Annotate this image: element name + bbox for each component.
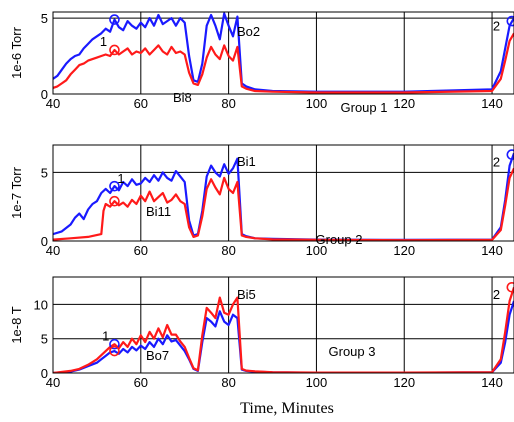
event-marker <box>109 345 120 357</box>
series-line-bi1 <box>53 152 514 241</box>
group-label: Group 1 <box>341 100 388 115</box>
event-marker <box>109 180 120 192</box>
series-label-bi8: Bi8 <box>173 90 192 105</box>
x-tick-label: 120 <box>393 96 415 111</box>
event-annotation: 2 <box>493 19 500 34</box>
x-tick-label: 40 <box>46 96 60 111</box>
panel-frame <box>52 276 514 374</box>
series-line-bo7 <box>53 286 514 373</box>
panel-3: 40 60 80 100 120 140 0 5 10 1e-8 T Bi5 Bo7 Group 3 1 2 <box>9 276 514 390</box>
panel-frame <box>52 11 514 95</box>
event-marker <box>506 281 514 293</box>
series-line-bi8 <box>53 32 514 94</box>
x-tick-label: 120 <box>393 375 415 390</box>
x-axis-label: Time, Minutes <box>240 400 334 417</box>
panel-1: 40 60 80 100 120 140 0 5 1e-6 Torr Bo2 Bi8 Group 1 1… <box>9 11 514 115</box>
x-tick-label: 60 <box>134 96 148 111</box>
event-marker <box>109 14 120 25</box>
y-axis-label: 1e-6 Torr <box>9 26 24 78</box>
x-tick-label: 40 <box>46 375 60 390</box>
event-annotation: 1 <box>100 34 107 49</box>
event-marker <box>109 195 120 207</box>
x-tick-label: 60 <box>134 375 148 390</box>
panel-2: 40 60 80 100 120 140 0 5 1e-7 Torr Bi1 Bi11 Group 2… <box>9 144 514 258</box>
x-tick-label: 140 <box>481 243 503 258</box>
x-tick-label: 100 <box>306 243 328 258</box>
x-tick-label: 60 <box>134 243 148 258</box>
event-annotation: 2 <box>493 287 500 302</box>
series-label-bi1: Bi1 <box>237 154 256 169</box>
y-tick-label: 10 <box>34 297 48 312</box>
group-label: Group 2 <box>316 232 363 247</box>
x-tick-label: 80 <box>221 243 235 258</box>
x-tick-label: 100 <box>306 375 328 390</box>
x-tick-label: 140 <box>481 96 503 111</box>
y-tick-label: 0 <box>41 366 48 381</box>
series-label-bo7: Bo7 <box>146 348 169 363</box>
series-line-bo2 <box>53 12 514 93</box>
group-label: Group 3 <box>329 344 376 359</box>
series-label-bi11: Bi11 <box>146 204 171 219</box>
event-annotation: 2 <box>493 154 500 169</box>
series-line-bi5 <box>53 300 514 373</box>
y-axis-label: 1e-7 Torr <box>9 166 24 218</box>
panel-frame <box>52 144 514 242</box>
series-label-bo2: Bo2 <box>237 24 260 39</box>
plot-area <box>53 149 514 241</box>
x-tick-label: 140 <box>481 375 503 390</box>
plot-area <box>53 12 514 94</box>
y-tick-label: 5 <box>41 165 48 180</box>
event-marker <box>109 338 120 350</box>
event-marker <box>506 15 514 27</box>
y-tick-label: 5 <box>41 332 48 347</box>
event-annotation: 1 <box>102 328 109 343</box>
series-label-bi5: Bi5 <box>237 287 256 302</box>
y-tick-label: 0 <box>41 87 48 102</box>
x-tick-label: 100 <box>306 96 328 111</box>
y-tick-label: 5 <box>41 11 48 26</box>
y-axis-label: 1e-8 T <box>9 306 24 343</box>
x-tick-label: 80 <box>221 375 235 390</box>
x-tick-label: 120 <box>393 243 415 258</box>
y-tick-label: 0 <box>41 234 48 249</box>
event-annotation: 1 <box>117 171 124 186</box>
x-tick-label: 80 <box>221 96 235 111</box>
event-marker <box>109 44 120 56</box>
plot-area <box>53 281 514 373</box>
x-tick-label: 40 <box>46 243 60 258</box>
event-marker <box>506 149 514 160</box>
